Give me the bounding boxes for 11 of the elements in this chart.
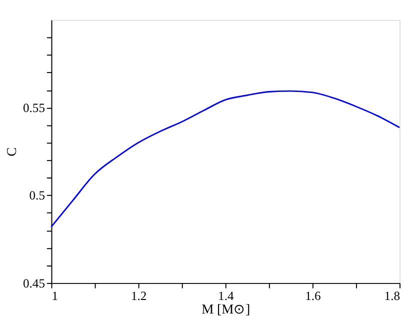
- y-tick-label: 0.5: [29, 188, 45, 203]
- x-tick-label: 1.4: [218, 288, 234, 303]
- x-tick-label: 1.8: [384, 288, 400, 303]
- y-tick-label: 0.55: [23, 100, 45, 115]
- line-series: [50, 90, 400, 228]
- x-axis-title: M [M⊙]: [202, 301, 250, 316]
- x-tick-label: 1.2: [130, 288, 147, 303]
- x-tick-label: 1: [52, 288, 58, 303]
- y-axis-title: C: [4, 147, 20, 156]
- x-tick-label: 1.6: [305, 288, 321, 303]
- y-tick-label: 0.45: [23, 276, 45, 290]
